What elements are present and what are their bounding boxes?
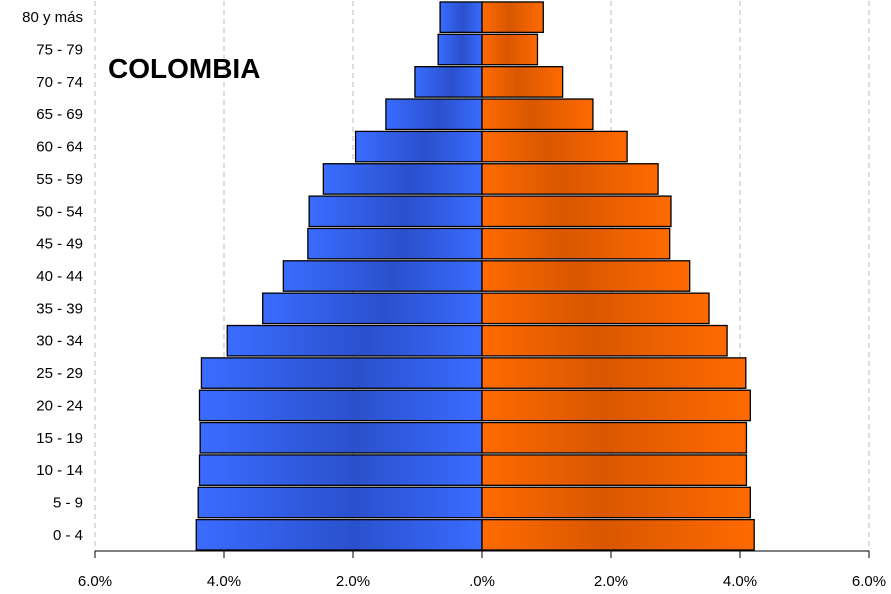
y-tick-label-1: 5 - 9 (53, 494, 83, 511)
bar-right-9 (481, 227, 671, 260)
bar-right-2 (481, 454, 748, 486)
x-tick-label-4: 2.0% (594, 573, 628, 590)
y-tick-label-13: 65 - 69 (36, 106, 83, 123)
x-tick-label-0: 6.0% (78, 573, 112, 590)
y-tick-label-7: 35 - 39 (36, 300, 83, 317)
bar-left-15 (437, 33, 483, 66)
x-tick-label-2: 2.0% (336, 573, 370, 590)
x-tick-label-5: 4.0% (723, 573, 757, 590)
bar-right-4 (481, 389, 751, 422)
y-axis-labels: 0 - 4 5 - 9 10 - 14 15 - 19 20 - 24 25 - 29 30… (22, 9, 83, 544)
x-tick-label-6: 6.0% (852, 573, 886, 590)
bar-right-11 (481, 163, 659, 195)
y-tick-label-5: 25 - 29 (36, 365, 83, 382)
y-tick-label-6: 30 - 34 (36, 333, 83, 350)
bar-right-13 (481, 98, 594, 131)
bar-left-0 (195, 518, 483, 551)
bar-left-6 (226, 324, 483, 357)
y-tick-label-11: 55 - 59 (36, 171, 83, 188)
bar-left-11 (322, 163, 483, 195)
bar-left-1 (197, 486, 483, 519)
bar-right-6 (481, 324, 728, 357)
bar-right-8 (481, 260, 691, 292)
bar-right-14 (481, 66, 564, 98)
bar-left-8 (282, 260, 483, 292)
bar-left-16 (439, 1, 483, 34)
y-tick-label-15: 75 - 79 (36, 42, 83, 59)
bar-left-14 (414, 66, 483, 98)
y-tick-label-10: 50 - 54 (36, 203, 83, 220)
y-tick-label-0: 0 - 4 (53, 527, 83, 544)
x-axis: 6.0% 4.0% 2.0% .0% 2.0% 4.0% 6.0% (78, 550, 886, 590)
bar-right-0 (481, 518, 755, 551)
bar-right-5 (481, 357, 747, 389)
bar-right-3 (481, 421, 748, 454)
bar-left-9 (307, 227, 483, 260)
bars (195, 1, 755, 551)
bar-left-4 (198, 389, 483, 422)
bar-left-12 (354, 130, 483, 163)
y-tick-label-14: 70 - 74 (36, 74, 83, 91)
bar-right-16 (481, 1, 544, 34)
bar-right-15 (481, 33, 539, 66)
bar-right-12 (481, 130, 628, 163)
bar-left-13 (385, 98, 483, 131)
y-tick-label-2: 10 - 14 (36, 462, 83, 479)
x-tick-label-3: .0% (469, 573, 495, 590)
x-tick-label-1: 4.0% (207, 573, 241, 590)
chart-title: COLOMBIA (108, 53, 260, 84)
y-tick-label-4: 20 - 24 (36, 397, 83, 414)
y-tick-label-3: 15 - 19 (36, 430, 83, 447)
y-tick-label-9: 45 - 49 (36, 236, 83, 253)
bar-right-7 (481, 292, 710, 325)
bar-left-3 (199, 421, 483, 454)
bar-right-1 (481, 486, 751, 519)
bar-left-10 (308, 195, 483, 228)
bar-left-2 (198, 454, 483, 486)
bar-left-5 (200, 357, 483, 389)
bar-right-10 (481, 195, 672, 228)
y-tick-label-16: 80 y más (22, 9, 83, 26)
y-tick-label-12: 60 - 64 (36, 139, 83, 156)
y-tick-label-8: 40 - 44 (36, 268, 83, 285)
bar-left-7 (262, 292, 483, 325)
